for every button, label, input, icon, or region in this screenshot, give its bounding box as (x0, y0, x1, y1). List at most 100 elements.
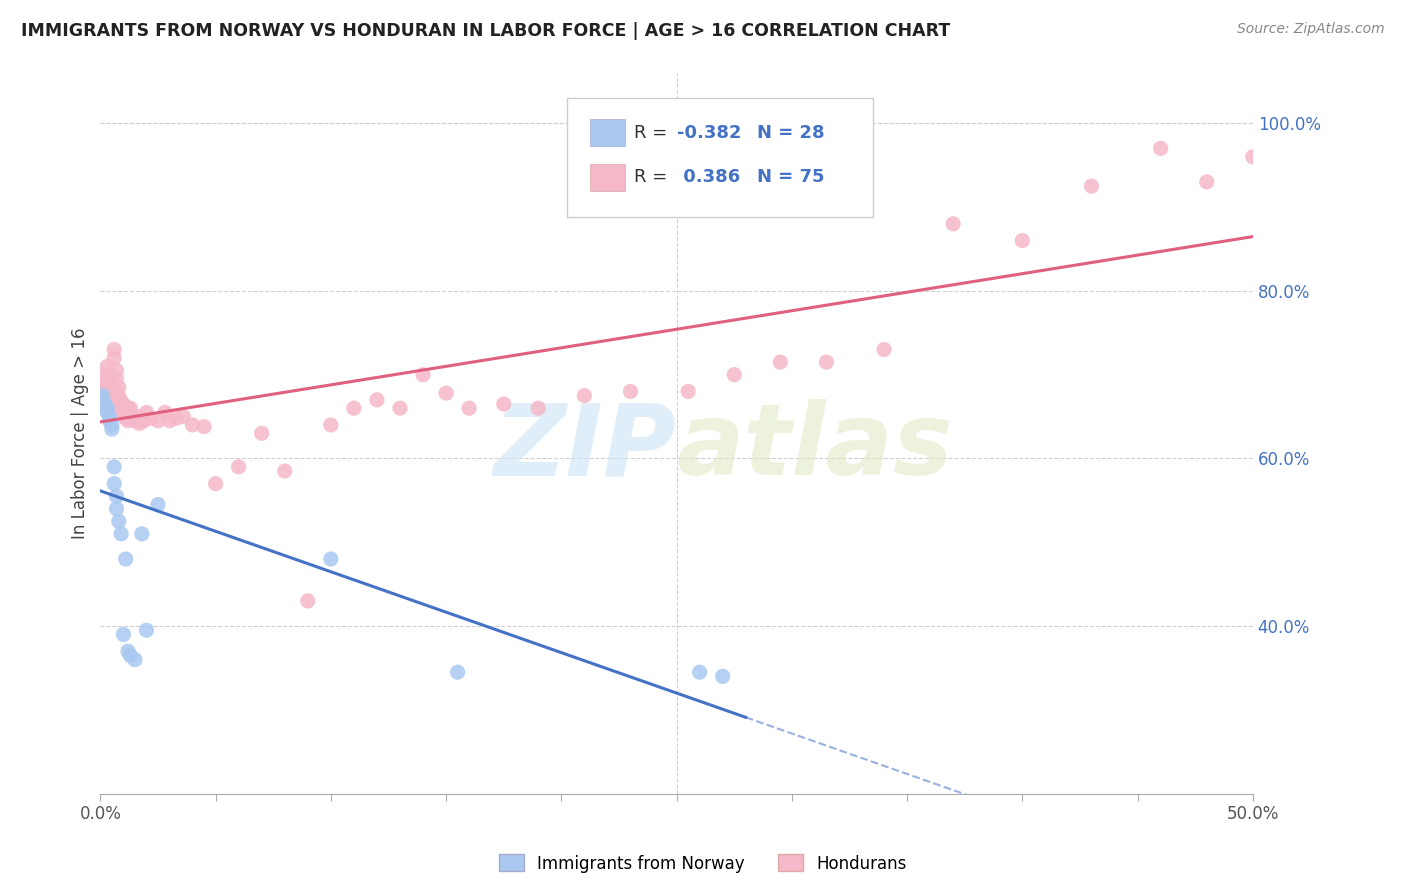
Point (121, 411, 143, 425)
Point (135, 405, 157, 419)
Point (319, 417, 342, 432)
Point (458, 401, 481, 416)
FancyBboxPatch shape (591, 120, 624, 146)
Point (91, 392, 114, 407)
Point (319, 552, 342, 566)
Point (96, 359, 118, 374)
Point (120, 411, 142, 425)
Point (110, 402, 132, 417)
Text: R =: R = (634, 124, 673, 142)
Point (110, 527, 132, 541)
Point (711, 669, 734, 683)
Point (98, 414, 121, 428)
Text: N = 28: N = 28 (758, 124, 825, 142)
Point (120, 401, 142, 416)
Point (103, 343, 125, 357)
Point (117, 414, 139, 428)
Point (676, 384, 699, 399)
Text: IMMIGRANTS FROM NORWAY VS HONDURAN IN LABOR FORCE | AGE > 16 CORRELATION CHART: IMMIGRANTS FROM NORWAY VS HONDURAN IN LA… (21, 22, 950, 40)
Point (446, 665, 468, 680)
Point (619, 384, 641, 399)
Point (105, 384, 128, 399)
Point (98, 376, 121, 390)
Text: atlas: atlas (676, 400, 953, 496)
Point (942, 217, 965, 231)
Point (124, 652, 146, 666)
Point (297, 594, 319, 608)
Point (105, 501, 128, 516)
Point (131, 411, 153, 425)
Point (94, 389, 117, 403)
Point (103, 476, 125, 491)
Text: -0.382: -0.382 (676, 124, 741, 142)
Point (94, 397, 117, 411)
Point (117, 401, 139, 416)
Point (98, 384, 121, 399)
Point (91, 384, 114, 399)
Point (105, 372, 128, 386)
Point (131, 527, 153, 541)
Point (815, 355, 838, 369)
Point (105, 363, 128, 377)
Point (94, 380, 117, 394)
Point (107, 514, 129, 528)
Point (128, 417, 150, 431)
Point (172, 409, 194, 424)
Y-axis label: In Labor Force | Age > 16: In Labor Force | Age > 16 (72, 327, 89, 539)
Point (1241, 150, 1264, 164)
Point (412, 368, 434, 382)
Point (492, 397, 515, 411)
Point (96, 405, 118, 419)
Point (1011, 234, 1033, 248)
Point (101, 401, 124, 416)
Point (105, 489, 128, 503)
Point (769, 355, 792, 369)
Text: ZIP: ZIP (494, 400, 676, 496)
Point (117, 644, 139, 658)
Point (114, 552, 136, 566)
Point (527, 401, 550, 416)
Point (101, 392, 124, 407)
Point (165, 411, 187, 425)
Point (134, 414, 156, 428)
Point (103, 459, 125, 474)
Point (96, 389, 118, 403)
Point (91, 368, 114, 382)
Point (91, 376, 114, 390)
Point (91, 389, 114, 403)
Point (193, 419, 215, 434)
Point (112, 405, 135, 419)
Point (103, 351, 125, 365)
Point (388, 401, 411, 416)
Point (146, 414, 169, 428)
Point (139, 411, 162, 425)
Point (124, 414, 146, 428)
Point (112, 397, 135, 411)
Point (112, 627, 135, 641)
Point (107, 380, 129, 394)
Point (94, 401, 117, 416)
Point (96, 401, 118, 416)
Point (204, 476, 226, 491)
Point (98, 409, 121, 424)
Point (1080, 179, 1102, 194)
Point (1149, 141, 1171, 155)
Point (146, 498, 169, 512)
Point (228, 459, 250, 474)
Legend: Immigrants from Norway, Hondurans: Immigrants from Norway, Hondurans (492, 847, 914, 880)
Text: 0.386: 0.386 (676, 169, 740, 186)
Point (114, 401, 136, 416)
Point (114, 411, 136, 425)
Point (250, 426, 273, 441)
FancyBboxPatch shape (591, 164, 624, 191)
Point (274, 464, 297, 478)
Point (107, 389, 129, 403)
Point (101, 417, 124, 432)
Point (723, 368, 745, 382)
Point (1195, 175, 1218, 189)
Point (689, 665, 711, 680)
Text: R =: R = (634, 169, 673, 186)
Point (159, 414, 181, 428)
Point (98, 392, 121, 407)
Point (94, 372, 117, 386)
